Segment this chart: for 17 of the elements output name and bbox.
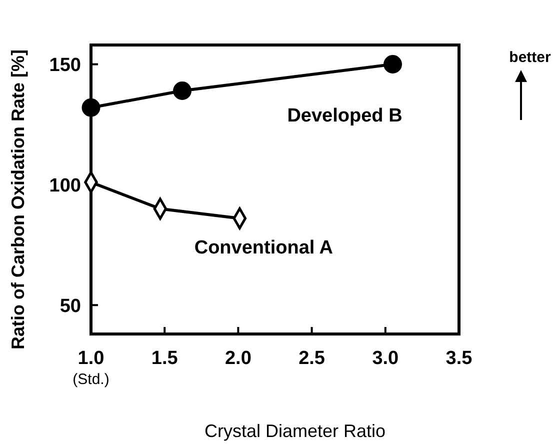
x-tick-label: 1.5: [151, 348, 178, 369]
series-label: Conventional A: [194, 237, 334, 258]
x-tick-label: 1.0 (Std.): [72, 348, 110, 388]
x-tick-label: 2.5: [298, 348, 326, 369]
x-tick-label: 3.0: [372, 348, 399, 369]
y-axis-title: Ratio of Carbon Oxidation Rate [%]: [8, 49, 28, 350]
series-label: Developed B: [287, 105, 402, 126]
y-tick-label: 100: [49, 175, 81, 196]
x-tick-label: 3.5: [446, 348, 473, 369]
point: [82, 98, 100, 117]
y-tick-label: 150: [49, 54, 81, 76]
x-axis-title: Crystal Diameter Ratio: [204, 421, 386, 441]
point: [384, 55, 402, 74]
point: [173, 82, 192, 100]
x-tick-label: 2.0: [224, 348, 252, 369]
text: better: [509, 49, 551, 66]
y-tick-label: 50: [60, 296, 81, 317]
